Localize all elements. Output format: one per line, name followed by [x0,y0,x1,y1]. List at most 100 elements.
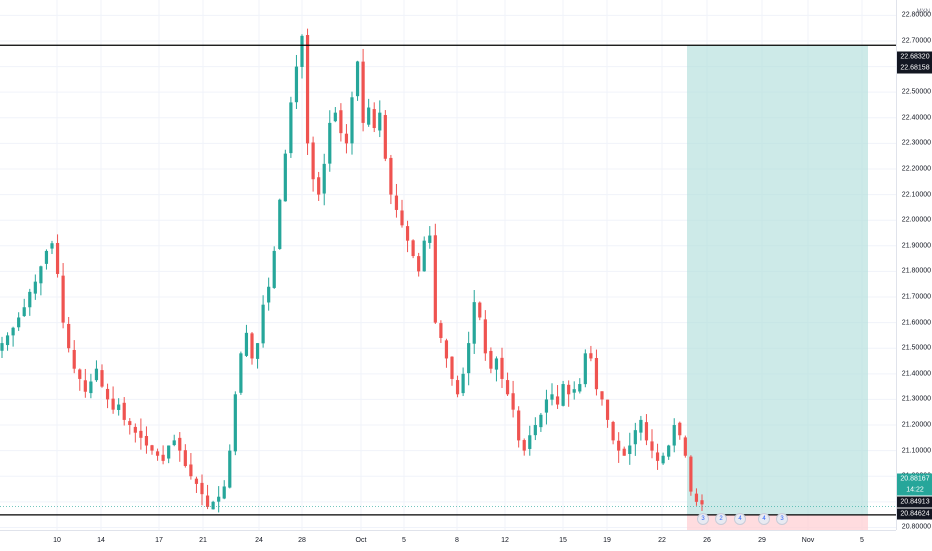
candle-body[interactable] [405,226,410,241]
candle-body[interactable] [544,399,549,413]
candle-body[interactable] [539,414,543,428]
candle-body[interactable] [0,343,4,351]
candle-body[interactable] [155,451,160,456]
candle-body[interactable] [39,266,43,284]
candle-body[interactable] [394,195,399,210]
candle-body[interactable] [628,445,632,454]
candle-body[interactable] [411,240,415,257]
candle-body[interactable] [678,422,682,436]
candle-body[interactable] [161,454,165,461]
candle-body[interactable] [589,353,593,359]
candle-body[interactable] [605,399,610,420]
candle-body[interactable] [661,455,665,464]
candle-body[interactable] [228,450,232,488]
candle-body[interactable] [383,115,387,159]
candle-body[interactable] [650,441,654,451]
candle-body[interactable] [367,107,371,125]
candle-body[interactable] [472,302,476,344]
candle-body[interactable] [83,380,87,392]
candle-body[interactable] [455,380,460,395]
candle-body[interactable] [467,343,471,374]
candle-body[interactable] [622,448,626,456]
candle-body[interactable] [350,97,354,144]
candle-body[interactable] [5,335,10,346]
candle-body[interactable] [211,501,215,510]
candle-body[interactable] [233,394,237,452]
candle-body[interactable] [317,177,321,195]
candle-body[interactable] [305,35,310,144]
candle-body[interactable] [361,61,365,123]
economic-event-icon[interactable]: 4 [734,513,746,525]
candlestick-chart[interactable] [0,0,896,530]
candle-body[interactable] [255,343,260,359]
candle-body[interactable] [283,153,287,202]
candle-body[interactable] [17,317,21,328]
candle-body[interactable] [372,109,376,129]
candle-body[interactable] [700,500,704,505]
candle-body[interactable] [389,157,393,195]
candle-body[interactable] [239,353,243,393]
candle-body[interactable] [689,456,693,492]
candle-body[interactable] [489,350,493,369]
candle-body[interactable] [444,340,449,359]
candle-body[interactable] [450,356,454,379]
candle-body[interactable] [550,394,554,400]
candle-body[interactable] [200,482,204,495]
candle-body[interactable] [11,327,15,336]
candle-body[interactable] [72,349,76,369]
candle-body[interactable] [594,358,599,390]
candle-body[interactable] [617,440,621,451]
candle-body[interactable] [561,384,565,406]
price-axis[interactable]: 22.8000022.7000022.6000022.5000022.40000… [896,0,932,531]
candle-body[interactable] [672,425,676,446]
candle-body[interactable] [144,435,149,446]
candle-body[interactable] [611,421,615,441]
candle-body[interactable] [55,242,60,274]
candle-body[interactable] [505,380,510,395]
candle-body[interactable] [111,398,115,410]
candle-body[interactable] [294,66,299,103]
candle-body[interactable] [439,323,443,338]
candle-body[interactable] [417,256,421,272]
candle-body[interactable] [478,302,482,318]
candle-body[interactable] [183,450,187,466]
candle-body[interactable] [44,250,49,264]
economic-event-icon[interactable]: 4 [758,513,770,525]
candle-body[interactable] [139,430,143,438]
candle-body[interactable] [567,384,571,395]
candle-body[interactable] [328,122,332,164]
candle-body[interactable] [555,396,560,405]
candle-body[interactable] [205,495,210,507]
candle-body[interactable] [344,133,349,144]
economic-event-icon[interactable]: 2 [715,513,727,525]
candle-body[interactable] [528,435,532,449]
candle-body[interactable] [178,437,182,451]
candle-body[interactable] [267,286,271,303]
candle-body[interactable] [117,404,121,410]
candle-body[interactable] [78,369,82,379]
candle-body[interactable] [578,384,582,392]
candle-body[interactable] [422,240,426,272]
candle-body[interactable] [522,440,526,451]
candle-body[interactable] [322,163,326,194]
candle-body[interactable] [428,235,432,243]
candle-body[interactable] [639,419,643,433]
candle-body[interactable] [250,333,254,359]
candle-body[interactable] [311,142,315,180]
economic-event-icon[interactable]: 3 [697,513,709,525]
candle-body[interactable] [189,464,193,477]
candle-body[interactable] [28,291,32,308]
candle-body[interactable] [67,323,71,349]
candle-body[interactable] [644,422,649,441]
candle-body[interactable] [494,358,499,370]
candle-body[interactable] [272,250,276,288]
candle-body[interactable] [94,368,99,381]
candle-body[interactable] [694,493,699,502]
candle-body[interactable] [517,410,521,441]
candle-body[interactable] [433,235,437,323]
candle-body[interactable] [50,243,54,249]
candle-body[interactable] [355,61,360,97]
candle-body[interactable] [655,452,660,461]
candle-body[interactable] [172,440,176,446]
